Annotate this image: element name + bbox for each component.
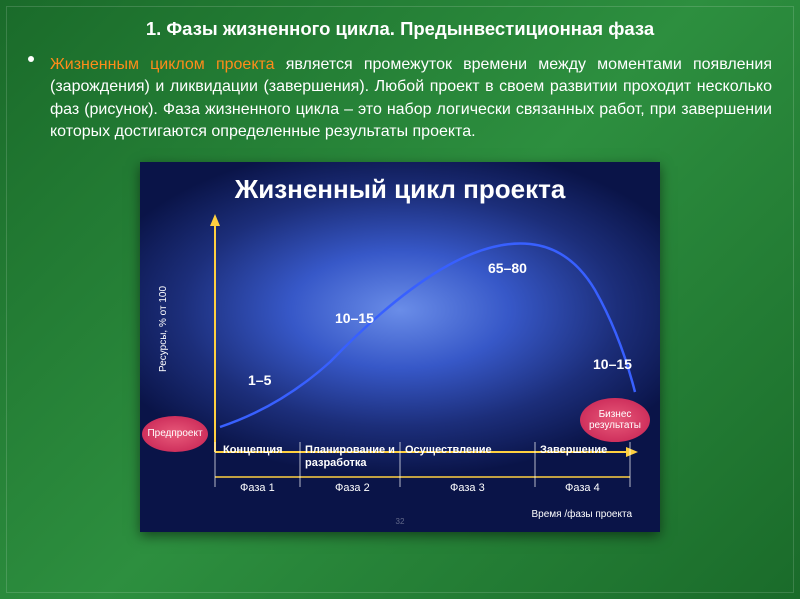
value-label: 10–15 bbox=[593, 356, 632, 372]
phase-name: Осуществление bbox=[405, 444, 525, 457]
phase-number: Фаза 3 bbox=[450, 482, 485, 494]
phase-number: Фаза 2 bbox=[335, 482, 370, 494]
value-label: 10–15 bbox=[335, 310, 374, 326]
results-badge: Бизнес результаты bbox=[580, 398, 650, 442]
phase-number: Фаза 1 bbox=[240, 482, 275, 494]
curve-line bbox=[220, 243, 635, 426]
preproject-badge-label: Предпроект bbox=[147, 428, 202, 439]
highlight-text: Жизненным циклом проекта bbox=[50, 56, 275, 73]
slide-title: 1. Фазы жизненного цикла. Предынвестицио… bbox=[28, 18, 772, 40]
phase-name: Завершение bbox=[540, 444, 625, 457]
value-label: 65–80 bbox=[488, 260, 527, 276]
phase-name: Планирование и разработка bbox=[305, 444, 400, 470]
phase-number: Фаза 4 bbox=[565, 482, 600, 494]
results-badge-label: Бизнес результаты bbox=[580, 409, 650, 431]
bullet-icon bbox=[28, 56, 34, 62]
chart-svg bbox=[140, 162, 660, 532]
value-label: 1–5 bbox=[248, 372, 271, 388]
slide-content: 1. Фазы жизненного цикла. Предынвестицио… bbox=[0, 0, 800, 550]
body-paragraph: Жизненным циклом проекта является промеж… bbox=[50, 54, 772, 144]
phase-name: Концепция bbox=[223, 444, 293, 457]
preproject-badge: Предпроект bbox=[142, 416, 208, 452]
page-number: 32 bbox=[396, 517, 405, 526]
lifecycle-chart: Жизненный цикл проекта Ресурсы, % от 100… bbox=[140, 162, 660, 532]
axes-group bbox=[210, 214, 638, 477]
